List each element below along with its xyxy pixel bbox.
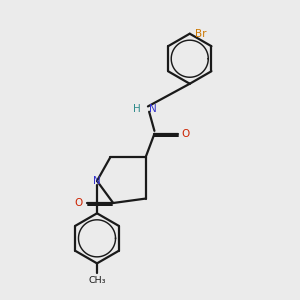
Text: O: O bbox=[182, 129, 190, 139]
Text: N: N bbox=[93, 176, 101, 186]
Text: O: O bbox=[74, 198, 82, 208]
Text: N: N bbox=[149, 104, 157, 114]
Text: H: H bbox=[133, 104, 140, 114]
Text: Br: Br bbox=[195, 29, 206, 39]
Text: CH₃: CH₃ bbox=[88, 276, 106, 285]
